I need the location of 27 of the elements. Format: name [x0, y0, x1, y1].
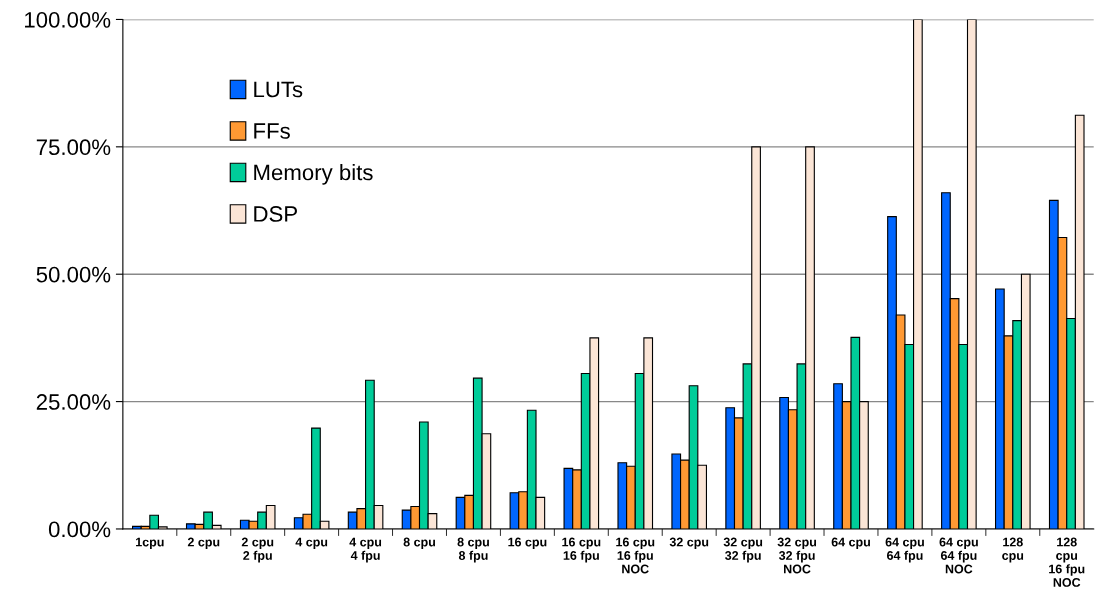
legend-label: DSP	[254, 206, 297, 222]
y-tick-label: 0.00%	[48, 521, 111, 538]
legend-label: Memory bits	[254, 164, 373, 185]
x-tick-label: 16 cpu 16 fpu	[562, 537, 601, 563]
x-tick-label: 32 cpu 32 fpu NOC	[777, 537, 817, 574]
x-tick-label: 4 cpu 4 fpu	[349, 537, 382, 563]
x-tick-label: 4 cpu	[295, 537, 328, 549]
x-tick-label: 64 cpu 64 fpu NOC	[939, 537, 978, 574]
legend-label: FFs	[254, 123, 290, 139]
x-tick-label: 8 cpu	[403, 537, 436, 549]
x-tick-label: 2 cpu	[187, 537, 220, 549]
x-tick-label: 16 cpu	[508, 537, 547, 549]
y-tick-label: 100.00%	[25, 11, 111, 28]
x-tick-label: 64 cpu	[831, 537, 870, 549]
x-tick-label: 32 cpu 32 fpu	[723, 537, 763, 563]
x-tick-label: 32 cpu	[669, 537, 709, 549]
y-tick-label: 50.00%	[36, 266, 111, 283]
legend-label: LUTs	[254, 81, 303, 98]
x-tick-label: 64 cpu 64 fpu	[885, 537, 924, 563]
x-tick-label: 8 cpu 8 fpu	[457, 537, 489, 563]
y-tick-label: 75.00%	[36, 139, 111, 156]
x-tick-label: 16 cpu 16 fpu NOC	[616, 537, 655, 574]
x-tick-label: 2 cpu 2 fpu	[241, 537, 274, 563]
x-tick-label: 1cpu	[136, 537, 164, 549]
y-tick-label: 25.00%	[36, 394, 111, 410]
x-tick-label: 128 cpu 16 fpu NOC	[1049, 537, 1085, 587]
x-tick-label: 128 cpu	[1002, 537, 1024, 563]
